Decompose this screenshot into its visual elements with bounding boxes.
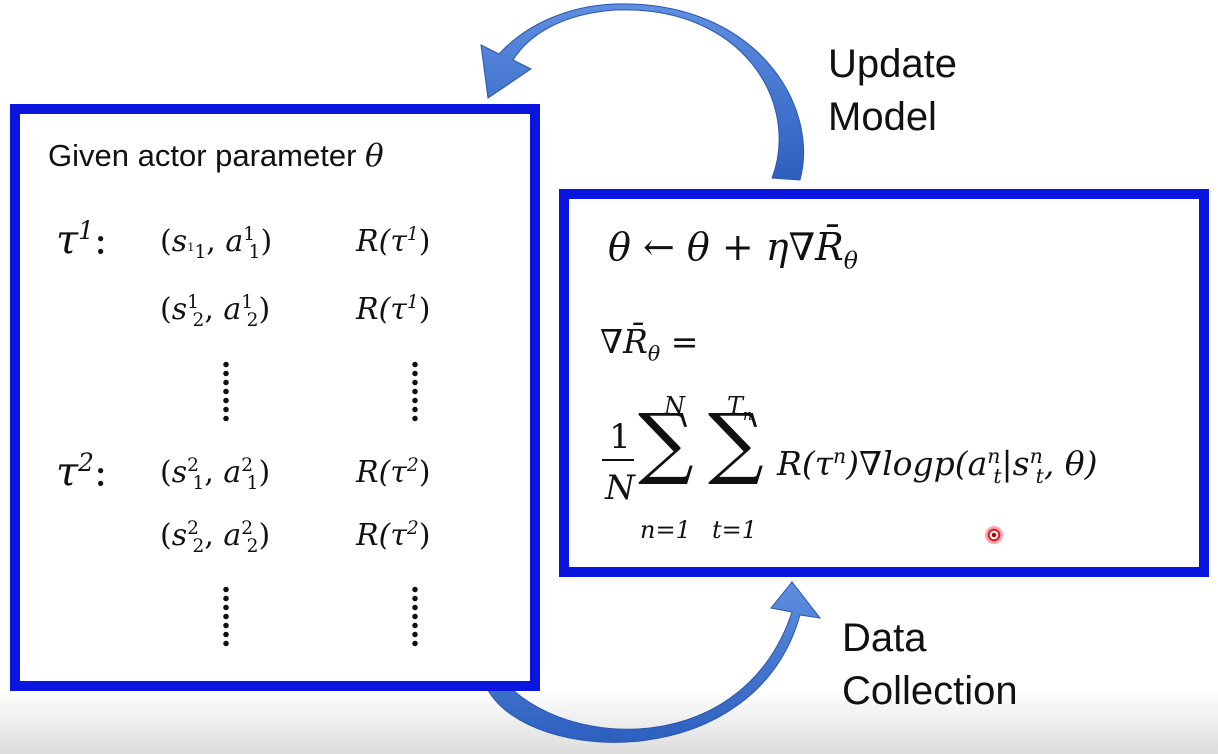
gradient-term: R(τn)∇logp(ant|snt, θ)	[777, 444, 1098, 488]
tau-2-label: τ2:	[56, 448, 108, 496]
data-collection-arrow	[487, 581, 822, 743]
trajectory-reward: R(τ1)	[356, 224, 431, 259]
laser-pointer-dot	[985, 526, 1003, 544]
update-model-label: Update Model	[828, 42, 957, 139]
data-collection-label: Data Collection	[842, 616, 1018, 713]
trajectory-panel	[10, 104, 540, 691]
fraction-numerator: 1	[609, 417, 631, 457]
vertical-ellipsis	[412, 585, 418, 649]
vertical-ellipsis	[223, 360, 229, 424]
theta-symbol: θ	[365, 138, 384, 174]
gradient-lhs: ∇R̄θ =	[600, 322, 699, 366]
heading-text: Given actor parameter	[48, 138, 366, 173]
actor-parameter-heading: Given actor parameter θ	[48, 138, 384, 174]
vertical-ellipsis	[412, 360, 418, 424]
sum-lower-limit: t=1	[712, 516, 758, 544]
state-action-pair: (s11, a11)	[160, 224, 273, 263]
state-action-pair: (s12, a12)	[160, 292, 271, 331]
parameter-update-rule: θ ← θ + η∇R̄θ	[608, 225, 858, 275]
state-action-pair: (s22, a22)	[160, 518, 271, 557]
vertical-ellipsis	[223, 585, 229, 649]
sum-upper-limit: N	[664, 392, 685, 420]
tau-1-label: τ1:	[56, 216, 108, 264]
floor-reflection	[0, 690, 1218, 754]
update-model-arrow	[480, 3, 805, 181]
update-panel	[559, 189, 1209, 577]
sum-upper-limit: Tn	[727, 392, 753, 424]
trajectory-reward: R(τ2)	[356, 455, 431, 490]
state-action-pair: (s21, a21)	[160, 455, 271, 494]
fraction-denominator: N	[605, 468, 635, 508]
trajectory-reward: R(τ2)	[356, 518, 431, 553]
sum-over-timesteps: ∑	[708, 398, 764, 488]
sum-lower-limit: n=1	[640, 516, 691, 544]
sum-over-trajectories: ∑	[638, 398, 694, 488]
trajectory-reward: R(τ1)	[356, 292, 431, 327]
fraction-bar	[602, 459, 634, 461]
